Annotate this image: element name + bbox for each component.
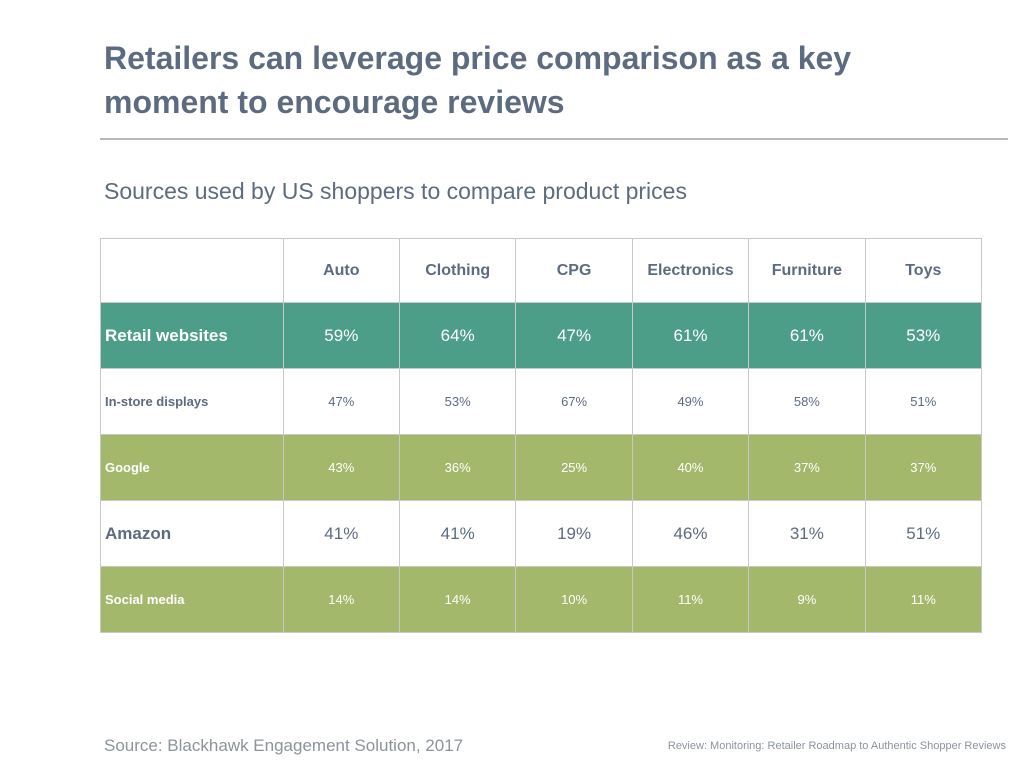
table-cell: 47% xyxy=(282,368,401,435)
table-row: Retail websites 59% 64% 47% 61% 61% 53% xyxy=(100,302,983,369)
table-cell: 9% xyxy=(748,566,866,633)
table-cell: 49% xyxy=(631,368,750,435)
table-cell: 58% xyxy=(748,368,866,435)
row-label: Retail websites xyxy=(100,302,284,369)
table-cell: 37% xyxy=(748,434,866,501)
table-cell: 36% xyxy=(398,434,517,501)
table-cell: 61% xyxy=(631,302,750,369)
table-row: Social media 14% 14% 10% 11% 9% 11% xyxy=(100,566,983,633)
table-cell: 14% xyxy=(282,566,401,633)
table-cell: 37% xyxy=(864,434,983,501)
table-cell: 53% xyxy=(864,302,983,369)
title-divider xyxy=(100,138,1008,140)
table-row: Google 43% 36% 25% 40% 37% 37% xyxy=(100,434,983,501)
table-row: Amazon 41% 41% 19% 46% 31% 51% xyxy=(100,500,983,567)
table-header-row: Auto Clothing CPG Electronics Furniture … xyxy=(100,238,983,303)
table-cell: 67% xyxy=(515,368,633,435)
row-label: Amazon xyxy=(100,500,284,567)
table-cell: 11% xyxy=(631,566,750,633)
column-header: Clothing xyxy=(398,238,517,303)
table-cell: 61% xyxy=(748,302,866,369)
column-header: Toys xyxy=(864,238,983,303)
table-cell: 51% xyxy=(864,500,983,567)
table-cell: 11% xyxy=(864,566,983,633)
table-cell: 59% xyxy=(282,302,401,369)
table-cell: 53% xyxy=(398,368,517,435)
table-cell: 41% xyxy=(398,500,517,567)
table-cell: 10% xyxy=(515,566,633,633)
row-label: Google xyxy=(100,434,284,501)
table-cell: 43% xyxy=(282,434,401,501)
column-header: Furniture xyxy=(748,238,866,303)
table-cell: 41% xyxy=(282,500,401,567)
table-cell: 25% xyxy=(515,434,633,501)
footer-reference: Review: Monitoring: Retailer Roadmap to … xyxy=(667,740,1006,752)
table-cell: 64% xyxy=(398,302,517,369)
table-cell: 51% xyxy=(864,368,983,435)
price-comparison-table: Auto Clothing CPG Electronics Furniture … xyxy=(100,238,983,633)
row-label: In-store displays xyxy=(100,368,284,435)
page-title: Retailers can leverage price comparison … xyxy=(104,40,852,120)
header-corner-cell xyxy=(100,238,284,303)
column-header: Electronics xyxy=(631,238,750,303)
column-header: Auto xyxy=(282,238,401,303)
table-cell: 47% xyxy=(515,302,633,369)
table-row: In-store displays 47% 53% 67% 49% 58% 51… xyxy=(100,368,983,435)
row-label: Social media xyxy=(100,566,284,633)
column-header: CPG xyxy=(515,238,633,303)
table-cell: 40% xyxy=(631,434,750,501)
source-citation: Source: Blackhawk Engagement Solution, 2… xyxy=(104,736,464,755)
table-subtitle: Sources used by US shoppers to compare p… xyxy=(104,178,687,204)
table-cell: 31% xyxy=(748,500,866,567)
table-cell: 19% xyxy=(515,500,633,567)
table-cell: 46% xyxy=(631,500,750,567)
table-cell: 14% xyxy=(398,566,517,633)
